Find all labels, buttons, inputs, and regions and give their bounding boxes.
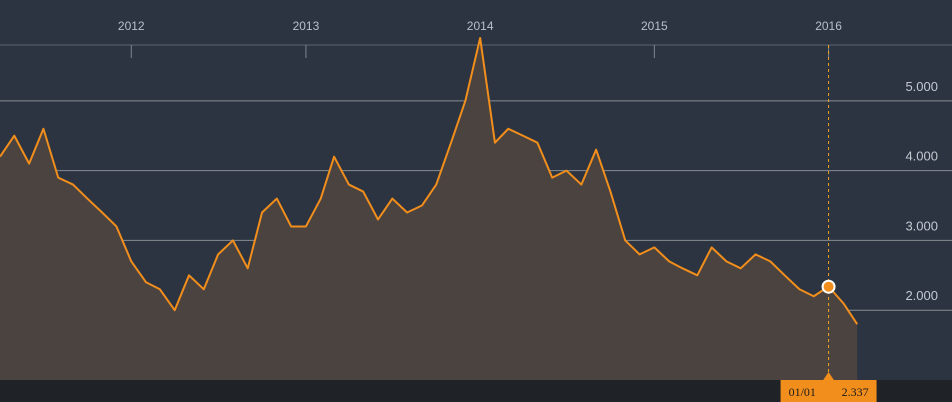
series-line	[0, 37, 859, 325]
cursor-group[interactable]: 01/01 2.337	[780, 45, 877, 402]
y-tick-label: 4.000	[905, 149, 938, 164]
series-area	[0, 38, 858, 380]
cursor-value-label: 2.337	[842, 385, 869, 399]
x-tick-label: 2012	[118, 19, 145, 33]
y-tick-label: 2.000	[905, 288, 938, 303]
y-axis: 2.000 3.000 4.000 5.000	[905, 79, 938, 303]
x-tick-label: 2016	[815, 19, 842, 33]
x-tick-label: 2015	[641, 19, 668, 33]
bottom-strip	[0, 380, 952, 402]
cursor-date-label: 01/01	[789, 385, 816, 399]
cursor-arrow-icon	[822, 372, 835, 381]
cursor-dot[interactable]	[821, 279, 836, 294]
x-tick-label: 2014	[467, 19, 494, 33]
cursor-tooltip	[780, 380, 877, 402]
y-tick-label: 5.000	[905, 79, 938, 94]
y-tick-label: 3.000	[905, 218, 938, 233]
x-tick-label: 2013	[293, 19, 320, 33]
